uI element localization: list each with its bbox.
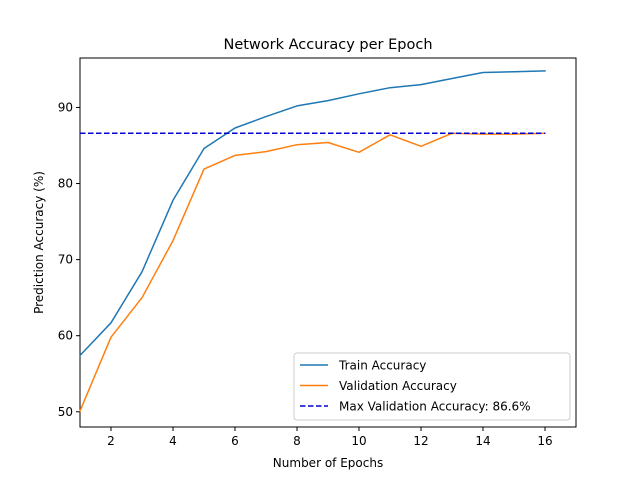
plot-area	[79, 57, 577, 428]
series-layer	[78, 70, 546, 412]
series-line-0	[78, 70, 546, 357]
legend: Train Accuracy Validation Accuracy Max Val…	[293, 352, 571, 421]
y-axis-label: Prediction Accuracy (%)	[32, 171, 46, 314]
y-tick-label: 50	[58, 405, 73, 419]
legend-label: Train Accuracy	[338, 359, 426, 373]
x-tick-label: 6	[231, 434, 239, 448]
x-tick-label: 10	[351, 434, 366, 448]
x-axis-label: Number of Epochs	[273, 456, 383, 470]
x-tick-label: 12	[413, 434, 428, 448]
x-tick-label: 2	[107, 434, 115, 448]
legend-box	[293, 352, 571, 421]
legend-label: Max Validation Accuracy: 86.6%	[339, 400, 531, 414]
x-tick-label: 8	[293, 434, 301, 448]
x-tick-label: 16	[537, 434, 552, 448]
chart-title: Network Accuracy per Epoch	[223, 37, 432, 53]
x-tick-label: 14	[475, 434, 490, 448]
x-tick-label: 4	[169, 434, 177, 448]
y-tick-label: 80	[58, 177, 73, 191]
y-tick-label: 60	[58, 329, 73, 343]
x-axis: 2 4 6 8 10 12 14 16	[107, 427, 553, 448]
y-tick-label: 90	[58, 100, 73, 114]
y-axis: 50 60 70 80 90	[58, 100, 80, 419]
y-tick-label: 70	[58, 253, 73, 267]
legend-label: Validation Accuracy	[339, 379, 457, 393]
plot-frame	[79, 57, 577, 428]
